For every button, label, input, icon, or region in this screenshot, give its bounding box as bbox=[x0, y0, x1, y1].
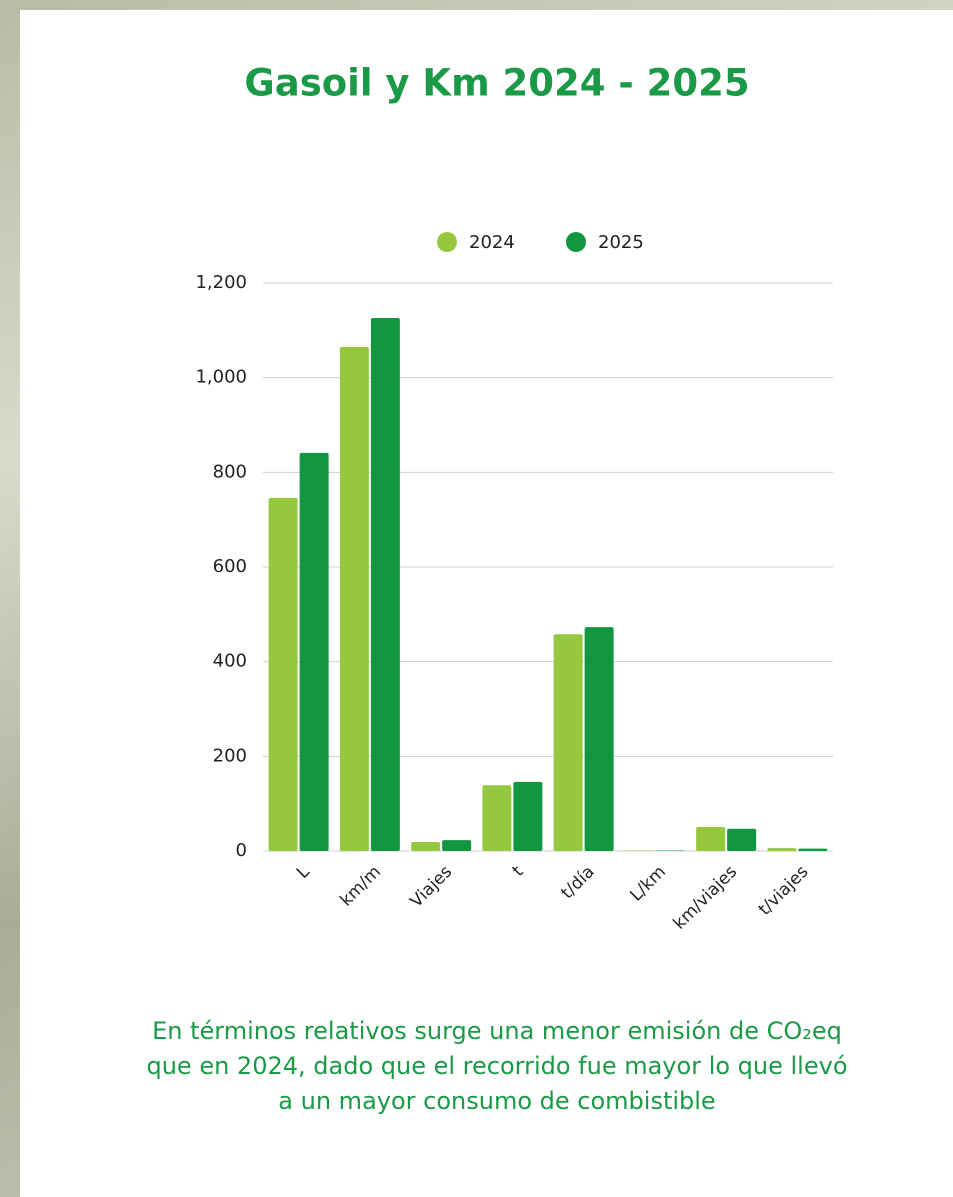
bar bbox=[554, 634, 583, 851]
chart-title: Gasoil y Km 2024 - 2025 bbox=[244, 62, 749, 105]
legend-label: 2024 bbox=[469, 232, 515, 253]
bar bbox=[300, 453, 329, 851]
x-tick-label: km/m bbox=[336, 862, 385, 911]
legend-label: 2025 bbox=[598, 232, 644, 253]
x-tick-label: L bbox=[293, 862, 314, 883]
bar bbox=[442, 840, 471, 851]
y-tick-label: 0 bbox=[236, 840, 247, 861]
x-tick-label: t/día bbox=[557, 862, 598, 903]
note-line: que en 2024, dado que el recorrido fue m… bbox=[146, 1052, 847, 1080]
bar bbox=[411, 842, 440, 851]
legend-marker bbox=[437, 232, 457, 252]
chart: Gasoil y Km 2024 - 2025 0 200 400 600 800 1,0… bbox=[0, 0, 953, 1197]
y-tick-label: 1,000 bbox=[195, 367, 247, 388]
bar bbox=[696, 827, 725, 851]
bar bbox=[340, 347, 369, 851]
y-tick-label: 1,200 bbox=[195, 272, 247, 293]
bar bbox=[371, 318, 400, 851]
bar bbox=[767, 848, 796, 851]
x-tick-label: L/km bbox=[626, 862, 670, 906]
x-tick-label: Viajes bbox=[406, 862, 456, 912]
legend-marker bbox=[566, 232, 586, 252]
y-tick-label: 800 bbox=[213, 461, 247, 482]
bar bbox=[513, 782, 542, 851]
y-tick-label: 600 bbox=[213, 556, 247, 577]
bar bbox=[269, 498, 298, 851]
note-line: En términos relativos surge una menor em… bbox=[152, 1017, 842, 1045]
y-tick-label: 400 bbox=[213, 651, 247, 672]
x-tick-label: t/viajes bbox=[755, 862, 813, 920]
bar bbox=[798, 849, 827, 851]
x-tick-label: t bbox=[509, 862, 528, 881]
note-line: a un mayor consumo de combistible bbox=[278, 1087, 715, 1115]
bar bbox=[585, 627, 614, 851]
y-tick-label: 200 bbox=[213, 745, 247, 766]
bar bbox=[727, 829, 756, 851]
page: {"chart_data": {"type": "bar", "title": … bbox=[0, 0, 953, 1197]
bar bbox=[482, 785, 511, 851]
x-tick-label: km/viajes bbox=[670, 862, 742, 934]
